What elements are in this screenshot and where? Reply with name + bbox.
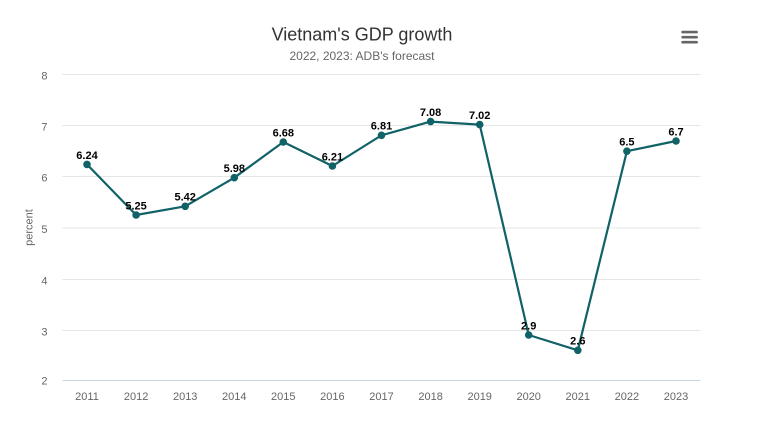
svg-text:2.6: 2.6	[570, 336, 585, 348]
svg-text:2016: 2016	[320, 391, 344, 403]
svg-text:5.25: 5.25	[125, 200, 146, 212]
svg-text:2021: 2021	[566, 391, 590, 403]
svg-text:8: 8	[41, 70, 47, 82]
svg-text:2012: 2012	[124, 391, 148, 403]
svg-text:2017: 2017	[369, 391, 393, 403]
svg-text:7.08: 7.08	[420, 107, 441, 119]
svg-text:5: 5	[41, 224, 47, 236]
svg-text:6: 6	[41, 172, 47, 184]
svg-text:Vietnam's GDP growth: Vietnam's GDP growth	[272, 25, 453, 45]
svg-text:5.98: 5.98	[224, 163, 245, 175]
svg-text:2: 2	[41, 375, 47, 387]
svg-text:2023: 2023	[664, 391, 688, 403]
svg-text:6.68: 6.68	[273, 127, 294, 139]
svg-text:4: 4	[41, 275, 47, 287]
svg-text:5.42: 5.42	[174, 192, 195, 204]
svg-text:2018: 2018	[418, 391, 442, 403]
svg-text:7: 7	[41, 121, 47, 133]
svg-text:6.24: 6.24	[76, 150, 98, 162]
svg-text:6.7: 6.7	[668, 126, 683, 138]
svg-text:2015: 2015	[271, 391, 295, 403]
svg-text:2.9: 2.9	[521, 320, 536, 332]
svg-text:6.21: 6.21	[322, 151, 343, 163]
svg-text:percent: percent	[23, 209, 35, 246]
svg-text:2019: 2019	[467, 391, 491, 403]
svg-text:6.81: 6.81	[371, 121, 392, 133]
svg-text:7.02: 7.02	[469, 110, 490, 122]
svg-text:2013: 2013	[173, 391, 197, 403]
svg-text:2022, 2023: ADB's forecast: 2022, 2023: ADB's forecast	[289, 49, 435, 63]
svg-text:2011: 2011	[75, 391, 99, 403]
svg-text:2014: 2014	[222, 391, 246, 403]
svg-text:3: 3	[41, 326, 47, 338]
svg-text:2022: 2022	[615, 391, 639, 403]
svg-text:6.5: 6.5	[619, 137, 634, 149]
svg-text:2020: 2020	[516, 391, 540, 403]
